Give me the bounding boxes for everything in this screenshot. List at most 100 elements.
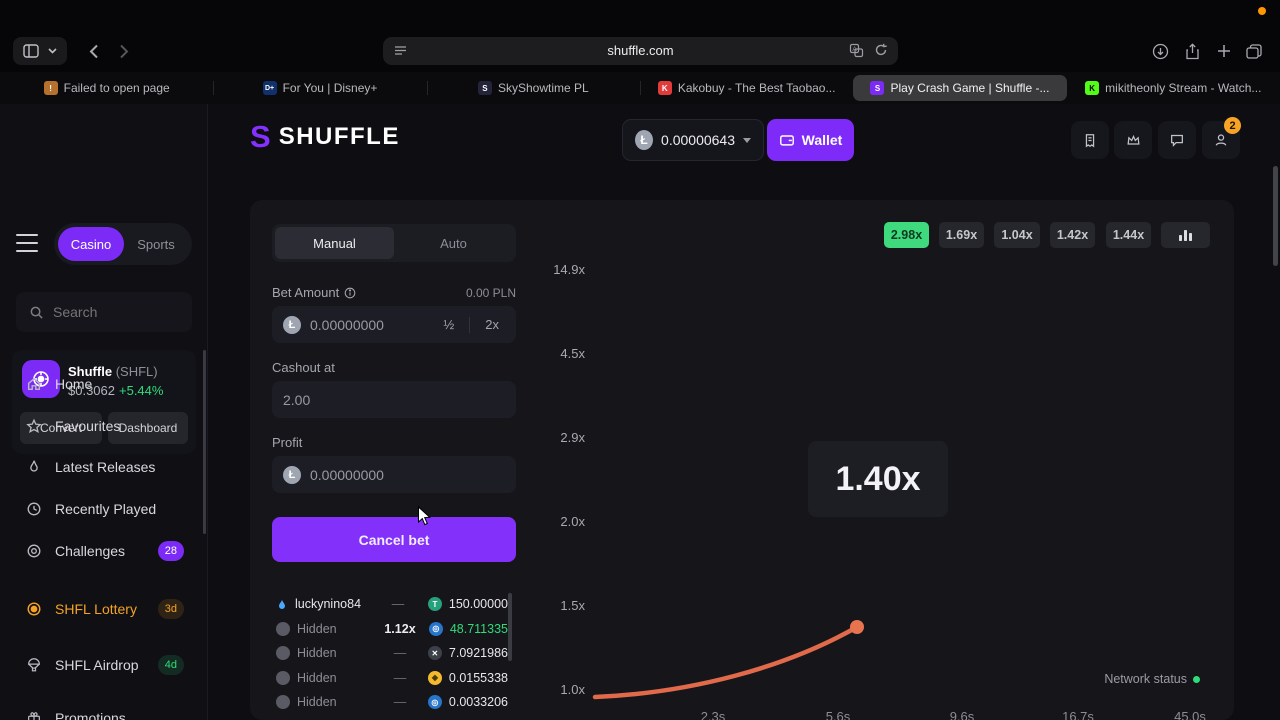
hidden-user-icon	[276, 646, 290, 661]
litecoin-icon: Ł	[283, 315, 301, 334]
chat-button[interactable]	[1158, 121, 1196, 159]
sidebar-item-home[interactable]: Home	[16, 363, 192, 405]
bet-amount-input[interactable]	[310, 316, 420, 333]
current-multiplier-box: 1.40x	[808, 441, 948, 517]
translate-icon[interactable]: A	[849, 43, 864, 58]
live-bets-list: luckynino84 — T 150.00000 Hidden 1.12x ◎…	[272, 592, 512, 715]
bet-row[interactable]: Hidden 1.12x ◎ 48.711335	[272, 617, 512, 642]
hidden-user-icon	[276, 621, 290, 636]
wallet-button[interactable]: Wallet	[767, 119, 854, 161]
profit-label: Profit	[272, 435, 303, 450]
new-tab-button[interactable]	[1212, 38, 1236, 64]
tab-title: mikitheonly Stream - Watch...	[1105, 81, 1262, 95]
cashout-input[interactable]	[283, 391, 393, 408]
sports-toggle-button[interactable]: Sports	[137, 236, 175, 252]
tab-disney-plus[interactable]: For You | Disney+	[213, 72, 426, 104]
casino-toggle-button[interactable]: Casino	[58, 227, 124, 261]
convert-button[interactable]: Convert	[20, 412, 102, 444]
sidebar-item-challenges[interactable]: Challenges 28	[16, 530, 192, 572]
search-icon	[29, 305, 44, 320]
bets-list-scrollbar-thumb[interactable]	[508, 593, 512, 661]
search-input[interactable]	[53, 304, 173, 320]
share-button[interactable]	[1180, 38, 1204, 64]
tab-manual[interactable]: Manual	[275, 227, 394, 259]
sidebar-item-latest-releases[interactable]: Latest Releases	[16, 446, 192, 488]
token-name: Shuffle (SHFL)	[68, 364, 158, 379]
home-icon	[26, 376, 42, 392]
cancel-bet-button[interactable]: Cancel bet	[272, 517, 516, 562]
usdt-coin-icon: T	[427, 597, 442, 612]
address-bar[interactable]: shuffle.com A	[383, 37, 898, 65]
shuffle-logo[interactable]: S SHUFFLE	[250, 121, 400, 152]
balance-selector[interactable]: Ł 0.00000643	[622, 119, 764, 161]
tab-auto[interactable]: Auto	[440, 235, 467, 251]
y-axis-tick: 1.0x	[560, 682, 585, 697]
app-header: S SHUFFLE Ł 0.00000643 Wallet 2	[208, 104, 1280, 176]
droplet-icon	[276, 598, 288, 611]
sidebar-item-shfl-lottery[interactable]: SHFL Lottery 3d	[16, 588, 192, 630]
shuffle-favicon	[870, 81, 885, 95]
downloads-button[interactable]	[1148, 38, 1172, 64]
page-scrollbar-thumb[interactable]	[1273, 166, 1278, 266]
bet-amount-field[interactable]: Ł ½ 2x	[272, 306, 516, 343]
sidebar-item-shfl-airdrop[interactable]: SHFL Airdrop 4d	[16, 644, 192, 686]
sidebar-item-recently-played[interactable]: Recently Played	[16, 488, 192, 530]
double-bet-button[interactable]: 2x	[485, 317, 499, 332]
sidebar-item-favourites[interactable]: Favourites	[16, 405, 192, 447]
history-chart-button[interactable]	[1161, 222, 1210, 248]
chevron-down-icon	[48, 48, 57, 54]
tab-bar: Failed to open page For You | Disney+ Sk…	[0, 72, 1280, 104]
profit-input[interactable]	[310, 466, 420, 483]
search-input-wrap[interactable]	[16, 292, 192, 332]
dashboard-button[interactable]: Dashboard	[108, 412, 188, 444]
tab-kick-stream[interactable]: mikitheonly Stream - Watch...	[1067, 72, 1280, 104]
vip-rewards-button[interactable]	[1114, 121, 1152, 159]
history-chip[interactable]: 2.98x	[884, 222, 929, 248]
kick-favicon	[1085, 81, 1100, 95]
sidebar-item-promotions[interactable]: Promotions	[16, 697, 192, 720]
bet-amount-fiat: 0.00 PLN	[465, 286, 516, 300]
history-chip[interactable]: 1.42x	[1050, 222, 1095, 248]
bets-history-button[interactable]	[1071, 121, 1109, 159]
cashout-field[interactable]	[272, 381, 516, 418]
history-chip[interactable]: 1.44x	[1106, 222, 1151, 248]
xrp-coin-icon: ✕	[427, 646, 442, 661]
bet-row[interactable]: luckynino84 — T 150.00000	[272, 592, 512, 617]
star-icon	[26, 418, 42, 434]
bet-row[interactable]: Hidden — ◆ 0.0155338	[272, 666, 512, 691]
tab-title: Kakobuy - The Best Taobao...	[677, 81, 836, 95]
tab-skyshowtime[interactable]: SkyShowtime PL	[426, 72, 640, 104]
history-chip[interactable]: 1.69x	[939, 222, 984, 248]
disney-favicon	[262, 81, 277, 95]
tab-title: For You | Disney+	[282, 81, 378, 95]
crash-curve-chart	[592, 620, 864, 700]
history-chip[interactable]: 1.04x	[994, 222, 1040, 248]
hidden-user-icon	[276, 695, 290, 710]
menu-hamburger-button[interactable]	[16, 234, 38, 252]
x-axis-tick: 2.3s	[700, 709, 726, 720]
network-status-dot	[1193, 675, 1200, 683]
sidebar-scrollbar-thumb[interactable]	[203, 350, 206, 534]
tab-kakobuy[interactable]: Kakobuy - The Best Taobao...	[639, 72, 853, 104]
tab-failed-page[interactable]: Failed to open page	[0, 72, 213, 104]
bet-row[interactable]: Hidden — ✕ 7.0921986	[272, 641, 512, 666]
forward-button[interactable]	[112, 38, 136, 64]
profit-field[interactable]: Ł	[272, 456, 516, 493]
current-multiplier: 1.40x	[835, 459, 921, 498]
divider	[469, 316, 471, 333]
shuffle-logo-mark: S	[250, 119, 271, 154]
reload-icon[interactable]	[874, 43, 888, 57]
lottery-badge: 3d	[157, 599, 184, 619]
tab-overview-button[interactable]	[1242, 38, 1266, 64]
shfl-token-card: Shuffle (SHFL) $0.3062 +5.44% Convert Das…	[12, 350, 196, 454]
tab-title: SkyShowtime PL	[497, 81, 589, 95]
browser-sidebar-button[interactable]	[13, 37, 67, 65]
half-bet-button[interactable]: ½	[443, 317, 455, 332]
tab-shuffle-active[interactable]: Play Crash Game | Shuffle -...	[853, 75, 1067, 101]
back-button[interactable]	[82, 38, 106, 64]
reader-view-icon[interactable]	[393, 43, 408, 58]
flame-icon	[26, 459, 42, 475]
info-icon[interactable]	[344, 287, 356, 299]
bet-row[interactable]: Hidden — ◎ 0.0033206	[272, 690, 512, 715]
wallet-icon	[779, 132, 795, 148]
